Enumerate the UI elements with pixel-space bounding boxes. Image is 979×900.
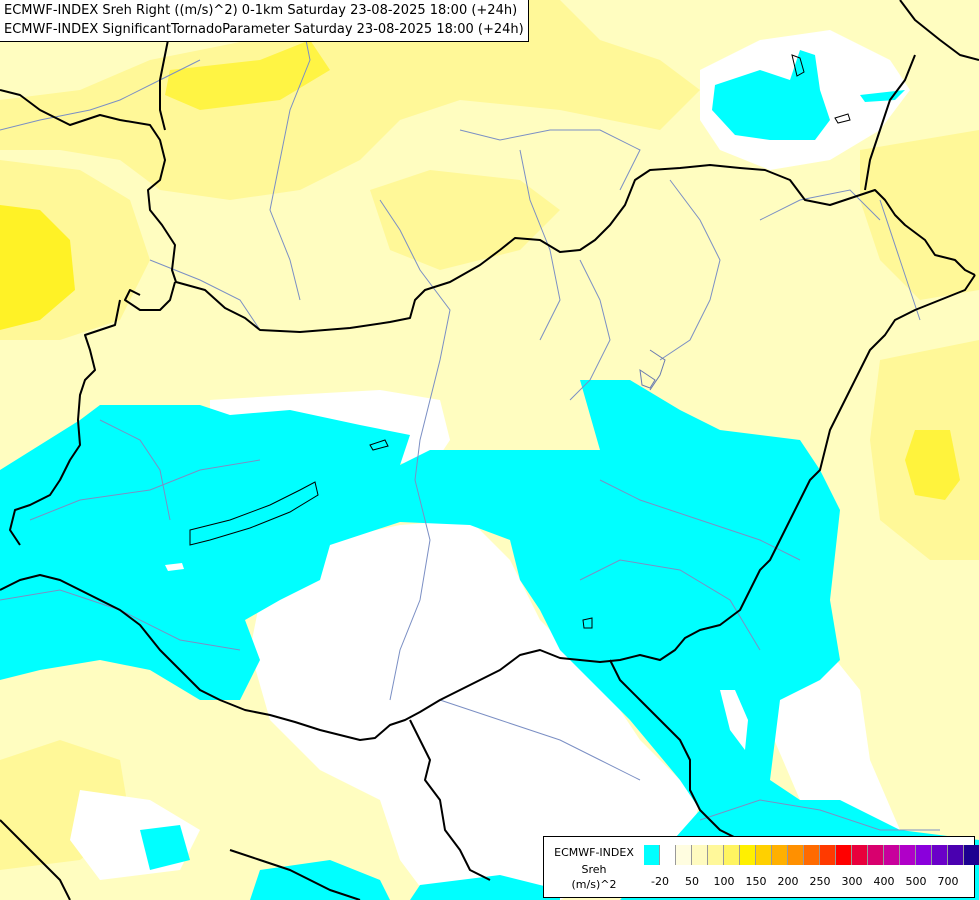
bright-yellow-east bbox=[905, 430, 960, 500]
yellow-region-northeast bbox=[860, 130, 979, 300]
legend-swatch bbox=[836, 845, 852, 865]
color-legend: ECMWF-INDEX Sreh (m/s)^2 -20 50 100 150 200 2… bbox=[543, 836, 979, 898]
legend-title: ECMWF-INDEX bbox=[554, 846, 634, 859]
legend-ticks: -20 50 100 150 200 250 300 400 500 700 bbox=[644, 875, 974, 889]
legend-swatch bbox=[964, 845, 979, 865]
legend-tick-label: 400 bbox=[873, 875, 895, 888]
lake-small-3 bbox=[791, 54, 805, 77]
legend-tick-label: 250 bbox=[809, 875, 831, 888]
lake-small-2 bbox=[834, 113, 851, 124]
legend-swatch bbox=[708, 845, 724, 865]
yellow-region-north bbox=[0, 0, 700, 200]
internal-borders bbox=[639, 349, 666, 391]
bright-yellow-west bbox=[0, 205, 75, 330]
legend-swatch bbox=[724, 845, 740, 865]
cyan-region-east-small bbox=[860, 90, 905, 102]
legend-swatch bbox=[788, 845, 804, 865]
legend-unit: (m/s)^2 bbox=[571, 878, 617, 891]
legend-tick-label: 200 bbox=[777, 875, 799, 888]
legend-swatch bbox=[772, 845, 788, 865]
legend-swatches bbox=[644, 845, 979, 865]
legend-swatch bbox=[932, 845, 948, 865]
lake-small-1 bbox=[369, 439, 389, 451]
cyan-region-southeast-small bbox=[410, 875, 560, 900]
legend-swatch bbox=[660, 845, 676, 865]
legend-swatch bbox=[948, 845, 964, 865]
legend-swatch bbox=[852, 845, 868, 865]
title-line-2: ECMWF-INDEX SignificantTornadoParameter … bbox=[4, 22, 524, 37]
legend-tick-label: 150 bbox=[745, 875, 767, 888]
title-line-1: ECMWF-INDEX Sreh Right ((m/s)^2) 0-1km S… bbox=[4, 3, 518, 18]
legend-swatch bbox=[692, 845, 708, 865]
cyan-region-main bbox=[0, 380, 979, 900]
legend-swatch bbox=[644, 845, 660, 865]
bright-yellow-north bbox=[165, 40, 330, 110]
white-gap-2 bbox=[462, 530, 490, 552]
legend-subtitle: Sreh bbox=[581, 863, 607, 876]
cyan-region-south-1 bbox=[140, 825, 190, 870]
legend-tick-label: 500 bbox=[905, 875, 927, 888]
legend-tick-label: 300 bbox=[841, 875, 863, 888]
legend-tick-label: 700 bbox=[937, 875, 959, 888]
legend-swatch bbox=[900, 845, 916, 865]
legend-swatch bbox=[740, 845, 756, 865]
legend-swatch bbox=[868, 845, 884, 865]
cyan-region-south-2 bbox=[250, 860, 390, 900]
legend-tick-label: 100 bbox=[713, 875, 735, 888]
legend-swatch bbox=[676, 845, 692, 865]
legend-tick-label: 50 bbox=[685, 875, 699, 888]
lake-small-4 bbox=[582, 617, 593, 629]
legend-tick-label: -20 bbox=[651, 875, 669, 888]
rivers bbox=[0, 9, 940, 831]
white-region-south bbox=[250, 520, 700, 900]
legend-swatch bbox=[804, 845, 820, 865]
legend-swatch bbox=[756, 845, 772, 865]
cyan-region-northeast bbox=[712, 50, 830, 140]
white-gap-3 bbox=[165, 563, 184, 571]
lake-balaton bbox=[189, 481, 319, 546]
legend-swatch bbox=[884, 845, 900, 865]
yellow-region-center bbox=[370, 170, 560, 270]
legend-swatch bbox=[916, 845, 932, 865]
white-gap-1 bbox=[720, 690, 748, 750]
map-title: ECMWF-INDEX Sreh Right ((m/s)^2) 0-1km S… bbox=[0, 0, 529, 42]
legend-swatch bbox=[820, 845, 836, 865]
